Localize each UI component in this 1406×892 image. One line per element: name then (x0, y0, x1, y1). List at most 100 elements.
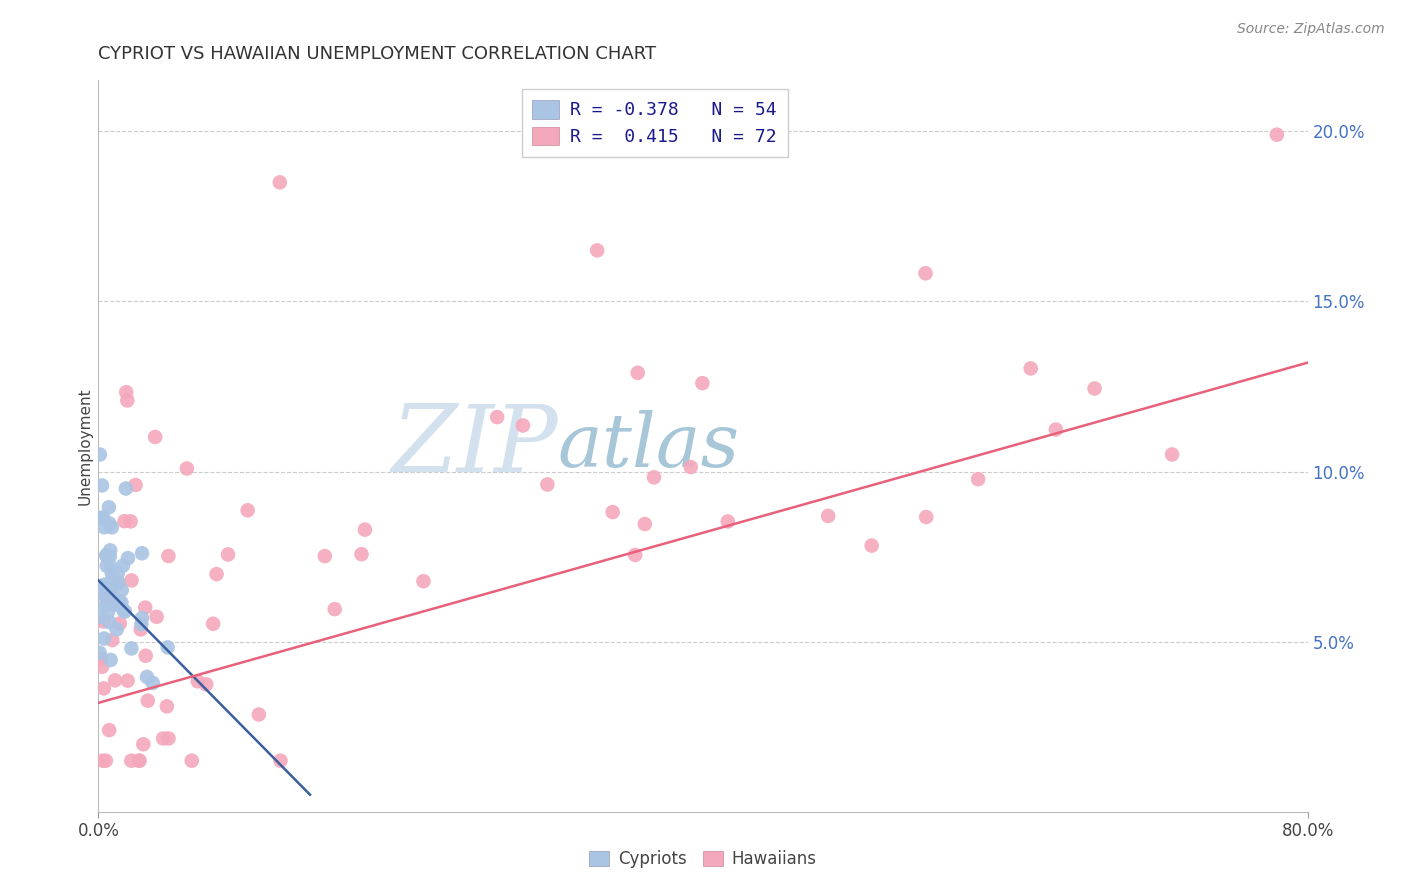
Point (120, 515, 142, 529)
Point (94, 589, 117, 603)
Point (217, 548, 239, 562)
Point (124, 478, 146, 492)
Point (914, 266, 936, 280)
Point (692, 376, 714, 391)
Point (117, 393, 139, 408)
Point (132, 737, 155, 751)
Point (145, 609, 167, 624)
Point (98, 723, 121, 738)
Point (120, 754, 142, 768)
Point (136, 694, 159, 708)
Text: ZIP: ZIP (391, 401, 558, 491)
Point (96, 558, 118, 573)
Point (157, 731, 180, 746)
Point (98, 615, 121, 630)
Point (97, 500, 120, 515)
Point (91, 660, 114, 674)
Point (114, 514, 136, 528)
Point (512, 418, 534, 433)
Point (104, 673, 127, 688)
Point (91, 579, 114, 593)
Point (967, 472, 990, 486)
Point (98, 580, 121, 594)
Point (87, 610, 110, 624)
Y-axis label: Unemployment: Unemployment (77, 387, 93, 505)
Point (136, 670, 159, 684)
Point (111, 558, 134, 573)
Point (107, 575, 129, 590)
Point (97, 588, 120, 602)
Point (128, 754, 150, 768)
Point (101, 520, 124, 534)
Point (101, 566, 124, 581)
Point (152, 731, 174, 746)
Point (110, 596, 132, 610)
Point (195, 677, 218, 691)
Point (117, 673, 139, 688)
Point (602, 505, 624, 519)
Point (117, 551, 139, 566)
Point (1045, 423, 1067, 437)
Point (115, 385, 138, 400)
Point (135, 648, 157, 663)
Point (1265, 128, 1288, 142)
Point (108, 616, 131, 631)
Point (634, 516, 657, 531)
Point (100, 586, 122, 600)
Point (270, 754, 292, 768)
Point (97, 597, 120, 611)
Text: Source: ZipAtlas.com: Source: ZipAtlas.com (1237, 22, 1385, 37)
Point (247, 707, 270, 722)
Point (101, 572, 124, 586)
Point (156, 699, 179, 714)
Point (121, 574, 143, 588)
Point (269, 175, 291, 189)
Point (98, 516, 121, 531)
Point (91, 754, 114, 768)
Point (350, 547, 373, 561)
Point (107, 575, 129, 590)
Point (314, 549, 336, 563)
Point (536, 477, 558, 491)
Point (97, 591, 120, 606)
Point (93, 520, 115, 534)
Point (717, 515, 740, 529)
Point (354, 523, 377, 537)
Point (89, 646, 111, 660)
Point (1019, 361, 1042, 376)
Point (89, 448, 111, 462)
Point (131, 546, 153, 560)
Point (108, 593, 131, 607)
Point (98, 543, 121, 558)
Point (90, 652, 112, 666)
Point (143, 430, 166, 444)
Point (187, 674, 209, 689)
Point (156, 640, 179, 655)
Point (180, 754, 202, 768)
Point (120, 641, 142, 656)
Point (112, 604, 135, 618)
Point (323, 602, 346, 616)
Point (157, 549, 180, 563)
Point (93, 681, 115, 696)
Point (94, 599, 117, 613)
Point (96, 549, 118, 563)
Point (91, 478, 114, 492)
Point (412, 574, 434, 589)
Point (98, 549, 121, 564)
Point (817, 508, 839, 523)
Text: atlas: atlas (558, 409, 740, 483)
Point (91, 510, 114, 524)
Point (129, 623, 152, 637)
Point (627, 366, 650, 380)
Point (236, 503, 259, 517)
Point (131, 617, 153, 632)
Point (90, 510, 112, 524)
Point (860, 539, 883, 553)
Point (107, 566, 129, 580)
Point (105, 623, 128, 637)
Point (93, 632, 115, 646)
Point (114, 604, 136, 618)
Point (142, 676, 165, 690)
Point (131, 611, 153, 625)
